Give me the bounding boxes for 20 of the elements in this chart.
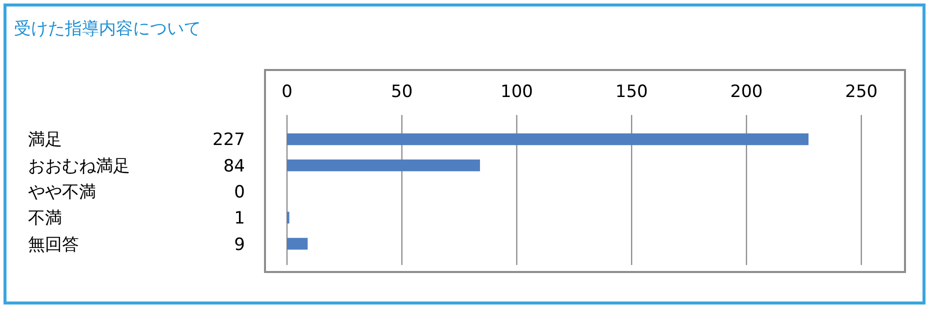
bar xyxy=(287,159,480,172)
x2-tick-label: 200 xyxy=(730,82,763,102)
data-label: 84 xyxy=(223,156,245,176)
x2-tick-label: 100 xyxy=(500,82,533,102)
y-tick-label: 満足 xyxy=(28,130,62,150)
data-label: 9 xyxy=(234,234,245,255)
data-label: 227 xyxy=(212,130,245,150)
x2-tick-label: 150 xyxy=(615,82,648,102)
x2-tick-label: 0 xyxy=(282,82,292,102)
y-tick-label: 無回答 xyxy=(28,234,79,255)
data-label: 0 xyxy=(234,182,245,202)
text: 受けた指導内容について xyxy=(14,19,201,39)
y-tick-label: おおむね満足 xyxy=(28,156,130,176)
bar xyxy=(287,133,809,146)
bar xyxy=(287,238,308,250)
x2-tick-label: 250 xyxy=(845,82,878,102)
y-tick-label: やや不満 xyxy=(28,182,96,202)
x2-tick-label: 50 xyxy=(391,82,413,102)
y-tick-label: 不満 xyxy=(28,208,62,229)
data-label: 1 xyxy=(234,208,245,229)
